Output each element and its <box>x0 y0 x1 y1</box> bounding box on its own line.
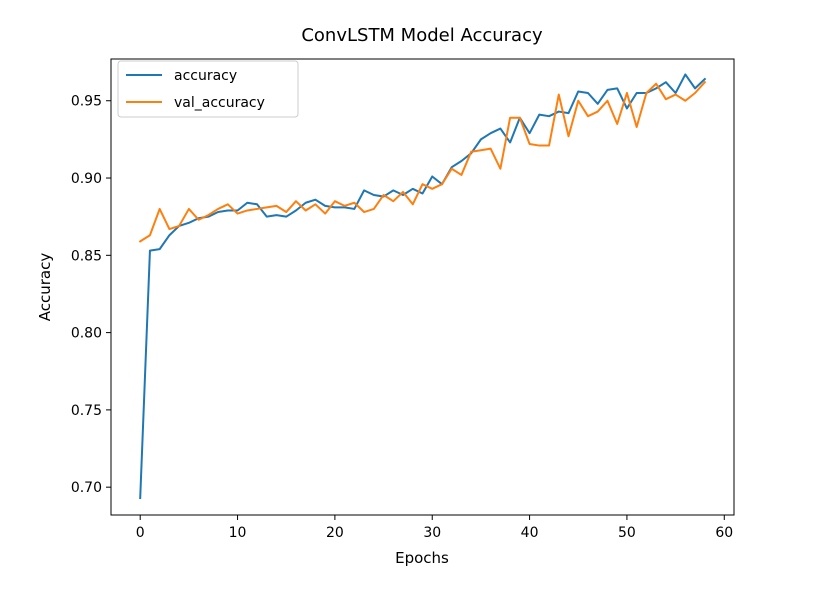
y-tick-label: 0.85 <box>71 248 102 264</box>
y-tick-label: 0.80 <box>71 326 102 342</box>
x-tick-label: 50 <box>618 525 636 541</box>
y-tick-label: 0.95 <box>71 94 102 110</box>
x-axis-label: Epochs <box>395 549 449 567</box>
chart-title: ConvLSTM Model Accuracy <box>301 25 543 46</box>
x-tick-label: 40 <box>521 525 539 541</box>
legend-box <box>117 60 299 118</box>
y-axis-ticks: 0.70 0.75 0.80 0.85 0.90 0.95 <box>71 94 111 496</box>
y-tick-label: 0.90 <box>71 171 102 187</box>
series-line-val-accuracy <box>138 80 707 243</box>
x-tick-label: 20 <box>326 525 344 541</box>
y-tick-label: 0.75 <box>71 403 102 419</box>
y-tick-label: 0.70 <box>71 480 102 496</box>
plot-frame <box>110 58 735 516</box>
legend-label-val-accuracy: val_accuracy <box>174 95 265 111</box>
legend: accuracy val_accuracy <box>117 60 299 118</box>
y-axis-label: Accuracy <box>36 253 54 322</box>
x-tick-label: 10 <box>229 525 247 541</box>
series-layer <box>138 73 707 500</box>
legend-label-accuracy: accuracy <box>174 68 237 84</box>
x-tick-label: 0 <box>136 525 145 541</box>
x-tick-label: 60 <box>715 525 733 541</box>
x-axis-ticks: 0 10 20 30 40 50 60 <box>136 515 733 541</box>
x-tick-label: 30 <box>423 525 441 541</box>
